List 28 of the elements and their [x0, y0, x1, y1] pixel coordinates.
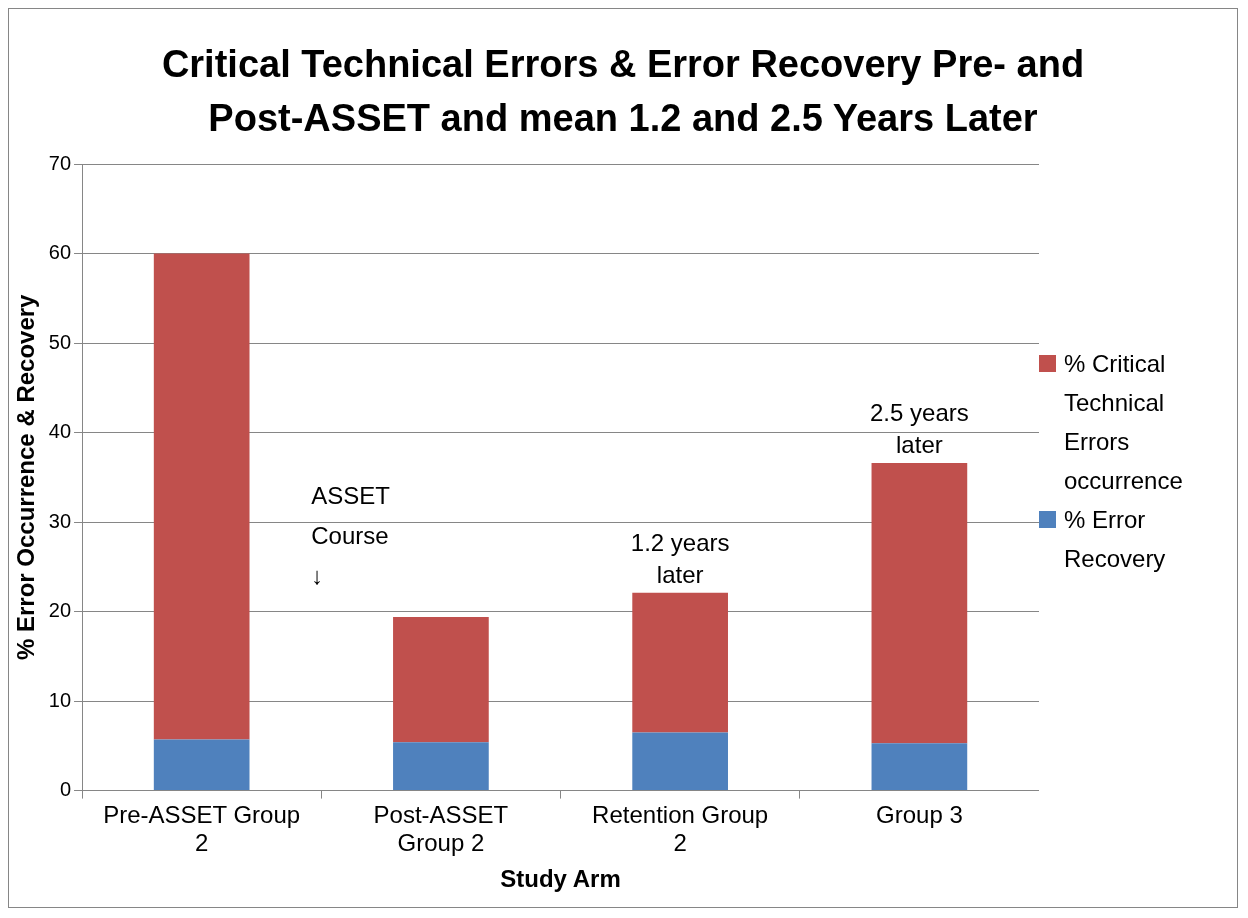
bar [871, 462, 968, 744]
x-axis-title: Study Arm [500, 865, 621, 893]
bar [632, 732, 728, 791]
annotation: 2.5 years later [870, 398, 969, 458]
annotation: 1.2 years later [630, 528, 730, 588]
y-axis-title: % Error Occurrence & Recovery [12, 293, 40, 661]
chart-title: Critical Technical Errors & Error Recovery Pre- and Post-ASSET and mean 1.2 and 2.5 Years Later [160, 42, 1086, 141]
y-tick-label: 30 [48, 509, 72, 532]
x-tick-label: Pre-ASSET Group 2 [103, 800, 301, 857]
bar [153, 739, 250, 791]
bar [393, 742, 489, 791]
bar [632, 592, 728, 733]
y-tick-label: 70 [48, 151, 72, 174]
y-tick-label: 10 [48, 688, 72, 711]
y-tick-label: 20 [48, 599, 72, 622]
x-tick-label: Post-ASSET Group 2 [373, 800, 509, 857]
x-tick-label: Retention Group 2 [592, 800, 769, 857]
bar [871, 743, 968, 791]
y-tick-label: 40 [48, 420, 72, 443]
legend-label: % Critical Technical Errors occurrence [1064, 349, 1183, 496]
bar [393, 616, 489, 743]
x-tick-label: Group 3 [876, 800, 963, 828]
legend-label: % Error Recovery [1064, 505, 1166, 574]
bar [153, 253, 250, 740]
y-tick-label: 60 [48, 241, 72, 264]
y-tick-label: 0 [59, 778, 72, 801]
annotation: ASSET Course ↓ [311, 481, 391, 589]
y-tick-label: 50 [48, 330, 72, 353]
